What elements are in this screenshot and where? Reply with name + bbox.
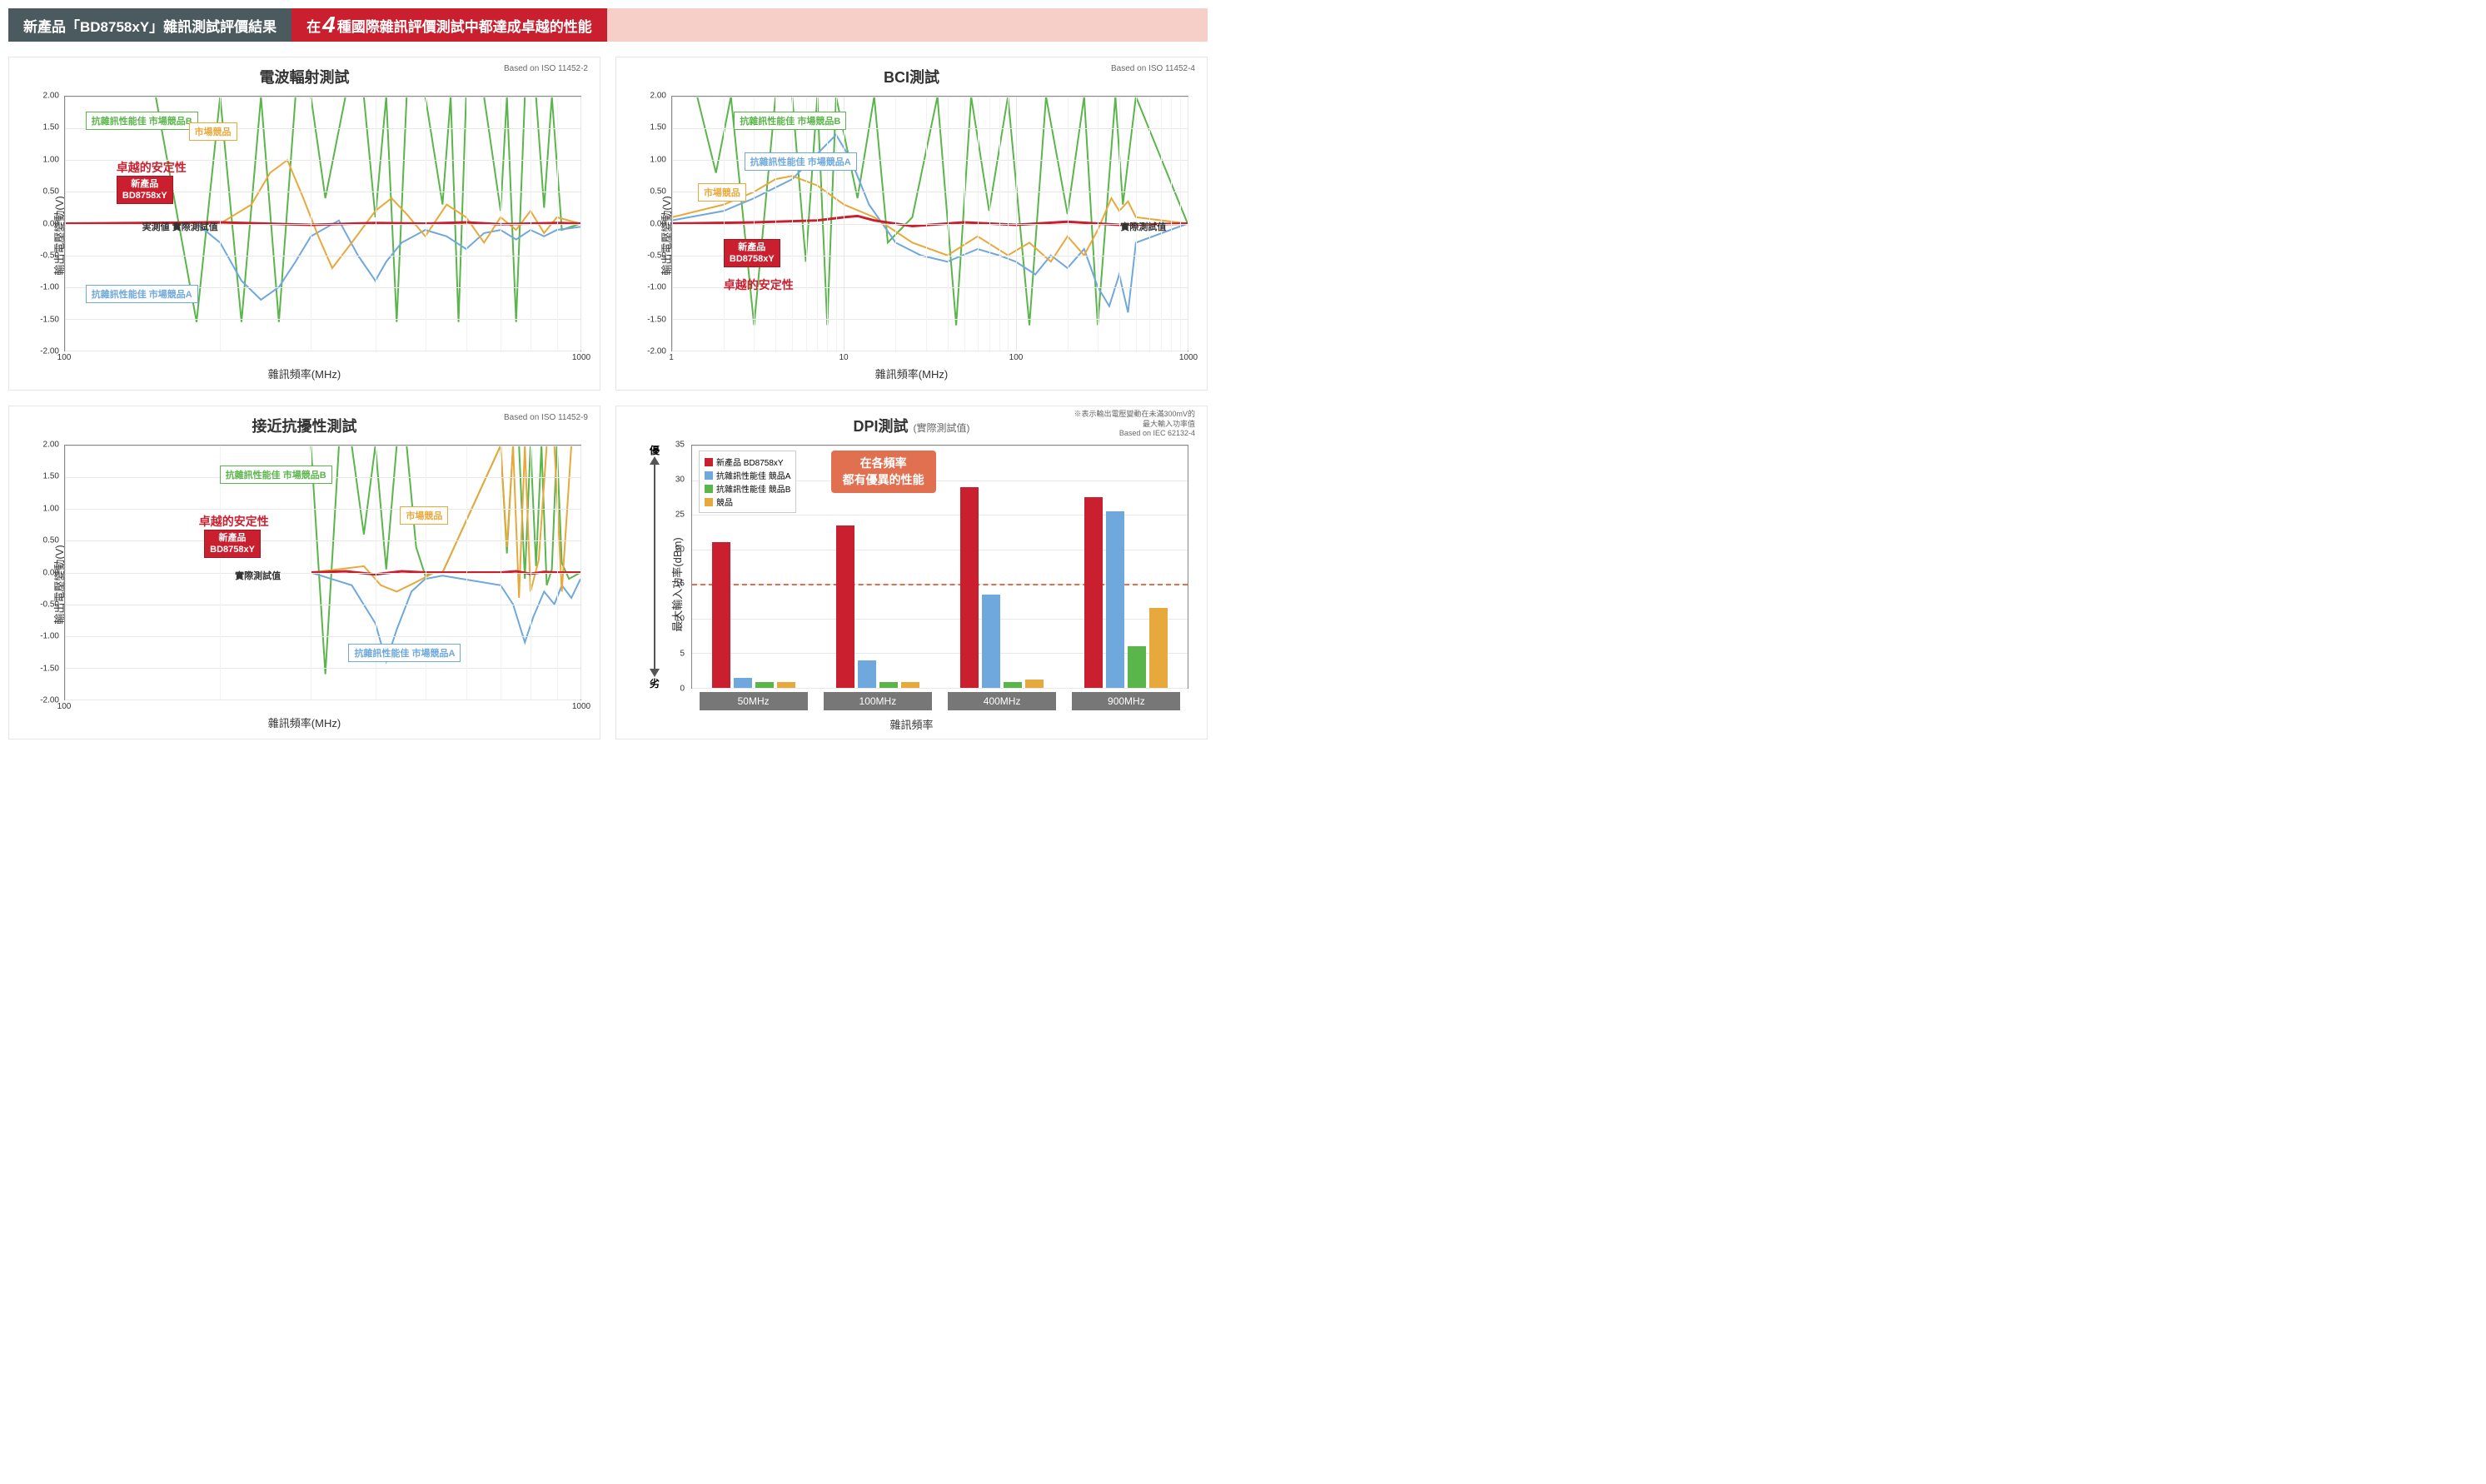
bar-yellow — [1025, 680, 1044, 688]
bar-blue — [982, 595, 1000, 688]
plot-area: 抗雜訊性能佳 市場競品B 抗雜訊性能佳 市場競品A 市場競品實際測試值新產品BD87… — [671, 96, 1188, 351]
chart-callout: 新產品BD8758xY — [117, 176, 173, 205]
arrow-bottom-label: 劣 — [650, 676, 660, 690]
bar-green — [1128, 646, 1146, 688]
bar-yellow — [1149, 608, 1168, 688]
bar-green — [879, 682, 898, 688]
x-axis-label: 雜訊頻率(MHz) — [268, 366, 341, 381]
highlight-badge: 在各頻率都有優異的性能 — [831, 451, 936, 493]
chart-callout: 実測値 實際測試值 — [137, 218, 223, 235]
chart-grid: 電波輻射測試Based on ISO 11452-2輸出電壓變動(V)雜訊頻率(… — [8, 57, 1208, 740]
panel-radiated-emission: 電波輻射測試Based on ISO 11452-2輸出電壓變動(V)雜訊頻率(… — [8, 57, 600, 391]
y-ticks: -2.00-1.50-1.00-0.500.000.501.001.502.00 — [34, 445, 62, 700]
page-root: 新產品「BD8758xY」雜訊測試評價結果 在 4 種國際雜訊評價測試中都達成卓… — [0, 0, 1216, 744]
panel-near-immunity: 接近抗擾性測試Based on ISO 11452-9輸出電壓變動(V)雜訊頻率… — [8, 406, 600, 740]
chart-callout: 實際測試值 — [230, 567, 286, 584]
quality-arrow: 優 劣 — [648, 445, 661, 689]
bar-green — [1004, 682, 1022, 688]
x-tick-label: 50MHz — [700, 692, 808, 710]
iso-note: ※表示輸出電壓變動在未滿300mV的最大輸入功率值Based on IEC 62… — [1074, 410, 1195, 439]
y-ticks: -2.00-1.50-1.00-0.500.000.501.001.502.00 — [34, 96, 62, 351]
iso-note: Based on ISO 11452-2 — [504, 64, 588, 73]
bar-red — [960, 487, 979, 688]
legend-label: 抗雜訊性能佳 競品B — [716, 482, 790, 495]
bar-red — [1084, 497, 1103, 688]
bar-blue — [858, 660, 876, 688]
chart-callout: 抗雜訊性能佳 市場競品A — [745, 152, 857, 171]
bar-yellow — [901, 682, 919, 688]
iso-note: Based on ISO 11452-4 — [1111, 64, 1195, 73]
bar-group — [952, 446, 1052, 688]
x-axis-label: 雜訊頻率(MHz) — [875, 366, 948, 381]
banner-mid-suffix: 種國際雜訊評價測試中都達成卓越的性能 — [337, 15, 592, 36]
x-labels: 50MHz 100MHz 400MHz 900MHz — [691, 692, 1188, 712]
chart-callout: 實際測試值 — [1115, 218, 1171, 235]
y-ticks: -2.00-1.50-1.00-0.500.000.501.001.502.00 — [641, 96, 670, 351]
chart-callout: 市場競品 — [400, 506, 448, 525]
chart-callout: 市場競品 — [698, 183, 746, 202]
banner-mid-prefix: 在 — [306, 15, 321, 36]
chart-callout: 卓越的安定性 — [719, 275, 799, 295]
chart-callout: 抗雜訊性能佳 市場競品A — [86, 285, 198, 303]
legend-label: 抗雜訊性能佳 競品A — [716, 469, 790, 481]
bar-blue — [734, 678, 752, 688]
legend-box: 新產品 BD8758xY抗雜訊性能佳 競品A抗雜訊性能佳 競品B競品 — [699, 451, 796, 513]
x-ticks: 1101001000 — [671, 353, 1188, 365]
panel-dpi-test: DPI測試(實際測試值)※表示輸出電壓變動在未滿300mV的最大輸入功率值Bas… — [615, 406, 1208, 740]
x-tick-label: 100MHz — [824, 692, 932, 710]
plot-area: 抗雜訊性能佳 市場競品B市場競品卓越的安定性新產品BD8758xY実測値 實際測… — [64, 96, 581, 351]
arrow-top-label: 優 — [650, 443, 660, 457]
bar-yellow — [777, 682, 795, 688]
chart-area: 最大輸入功率(dBm) 優 劣 05101520253035新產品 BD8758… — [625, 438, 1198, 730]
chart-callout: 抗雜訊性能佳 市場競品B — [86, 112, 198, 130]
chart-callout: 抗雜訊性能佳 市場競品B — [734, 112, 846, 130]
banner-right — [607, 8, 1208, 42]
x-axis-label: 雜訊頻率(MHz) — [268, 715, 341, 730]
bar-green — [755, 682, 774, 688]
banner-mid-big: 4 — [322, 12, 336, 38]
banner-left: 新產品「BD8758xY」雜訊測試評價結果 — [8, 8, 291, 42]
chart-area: 輸出電壓變動(V)雜訊頻率(MHz)-2.00-1.50-1.00-0.500.… — [17, 89, 591, 381]
iso-note: Based on ISO 11452-9 — [504, 413, 588, 422]
banner-bar: 新產品「BD8758xY」雜訊測試評價結果 在 4 種國際雜訊評價測試中都達成卓… — [8, 8, 1208, 42]
x-tick-label: 900MHz — [1072, 692, 1180, 710]
bar-group — [1076, 446, 1176, 688]
bar-blue — [1106, 511, 1124, 688]
chart-callout: 新產品BD8758xY — [724, 239, 780, 268]
legend-label: 新產品 BD8758xY — [716, 456, 784, 468]
legend-label: 競品 — [716, 495, 733, 508]
x-ticks: 1001000 — [64, 702, 581, 714]
chart-area: 輸出電壓變動(V)雜訊頻率(MHz)-2.00-1.50-1.00-0.500.… — [17, 438, 591, 730]
chart-callout: 市場競品 — [189, 122, 237, 141]
chart-callout: 抗雜訊性能佳 市場競品A — [348, 644, 461, 662]
chart-callout: 新產品BD8758xY — [204, 530, 261, 559]
x-tick-label: 400MHz — [948, 692, 1056, 710]
x-ticks: 1001000 — [64, 353, 581, 365]
plot-area: 新產品 BD8758xY抗雜訊性能佳 競品A抗雜訊性能佳 競品B競品在各頻率都有… — [691, 445, 1188, 689]
x-axis-label: 雜訊頻率 — [889, 716, 933, 732]
bar-red — [712, 542, 730, 688]
chart-callout: 抗雜訊性能佳 市場競品B — [220, 466, 332, 484]
banner-mid: 在 4 種國際雜訊評價測試中都達成卓越的性能 — [291, 8, 607, 42]
plot-area: 抗雜訊性能佳 市場競品B卓越的安定性新產品BD8758xY實際測試值市場競品抗雜… — [64, 445, 581, 700]
y-ticks: 05101520253035 — [665, 445, 688, 689]
chart-area: 輸出電壓變動(V)雜訊頻率(MHz)-2.00-1.50-1.00-0.500.… — [625, 89, 1198, 381]
bar-red — [836, 525, 854, 688]
panel-bci-test: BCI測試Based on ISO 11452-4輸出電壓變動(V)雜訊頻率(M… — [615, 57, 1208, 391]
